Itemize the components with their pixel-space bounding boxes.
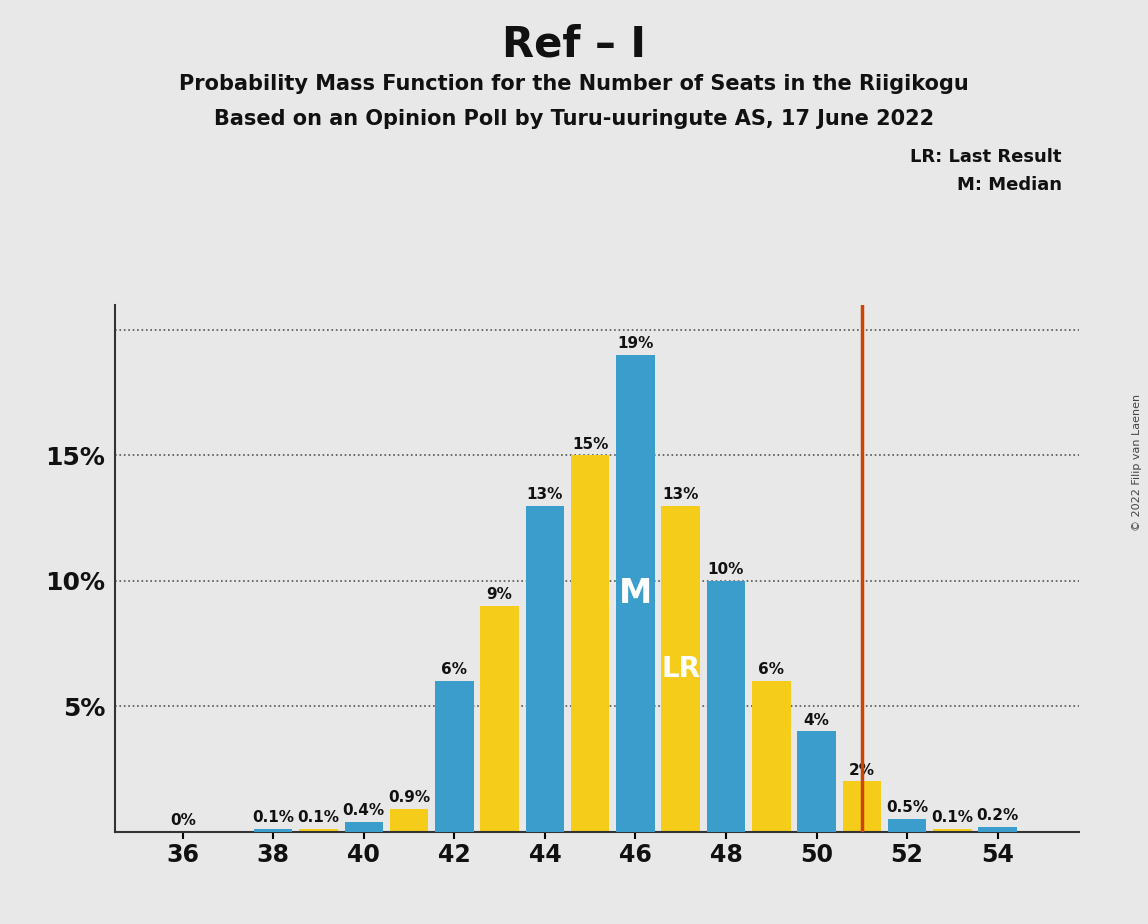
Bar (887, 819, 926, 832)
Text: 0.1%: 0.1% (297, 810, 340, 825)
Text: Based on an Opinion Poll by Turu-uuringute AS, 17 June 2022: Based on an Opinion Poll by Turu-uuringu… (214, 109, 934, 129)
Text: LR: LR (661, 654, 700, 683)
Bar (616, 355, 654, 832)
Bar (390, 809, 428, 832)
Text: 0.2%: 0.2% (977, 808, 1018, 822)
Bar (843, 782, 881, 832)
Text: 4%: 4% (804, 712, 830, 727)
Bar (933, 829, 971, 832)
Bar (707, 581, 745, 832)
Text: 6%: 6% (759, 663, 784, 677)
Text: 9%: 9% (487, 587, 512, 602)
Bar (752, 681, 791, 832)
Text: 13%: 13% (527, 487, 563, 502)
Text: 0.9%: 0.9% (388, 790, 430, 805)
Bar (480, 606, 519, 832)
Text: Ref – I: Ref – I (502, 23, 646, 65)
Bar (526, 505, 564, 832)
Bar (571, 456, 610, 832)
Text: 0.5%: 0.5% (886, 800, 928, 815)
Bar (798, 731, 836, 832)
Text: LR: Last Result: LR: Last Result (910, 148, 1062, 165)
Text: 0.4%: 0.4% (343, 803, 385, 818)
Bar (435, 681, 474, 832)
Text: Probability Mass Function for the Number of Seats in the Riigikogu: Probability Mass Function for the Number… (179, 74, 969, 94)
Text: 15%: 15% (572, 437, 608, 452)
Text: © 2022 Filip van Laenen: © 2022 Filip van Laenen (1132, 394, 1141, 530)
Bar (254, 829, 293, 832)
Text: 0.1%: 0.1% (253, 810, 294, 825)
Text: M: Median: M: Median (957, 176, 1062, 193)
Text: 2%: 2% (848, 762, 875, 778)
Text: 10%: 10% (708, 562, 744, 577)
Text: M: M (619, 577, 652, 610)
Bar (300, 829, 338, 832)
Bar (978, 827, 1017, 832)
Text: 19%: 19% (618, 336, 653, 351)
Text: 0.1%: 0.1% (931, 810, 974, 825)
Text: 0%: 0% (170, 813, 195, 828)
Bar (344, 821, 383, 832)
Text: 6%: 6% (441, 663, 467, 677)
Bar (661, 505, 700, 832)
Text: 13%: 13% (662, 487, 699, 502)
